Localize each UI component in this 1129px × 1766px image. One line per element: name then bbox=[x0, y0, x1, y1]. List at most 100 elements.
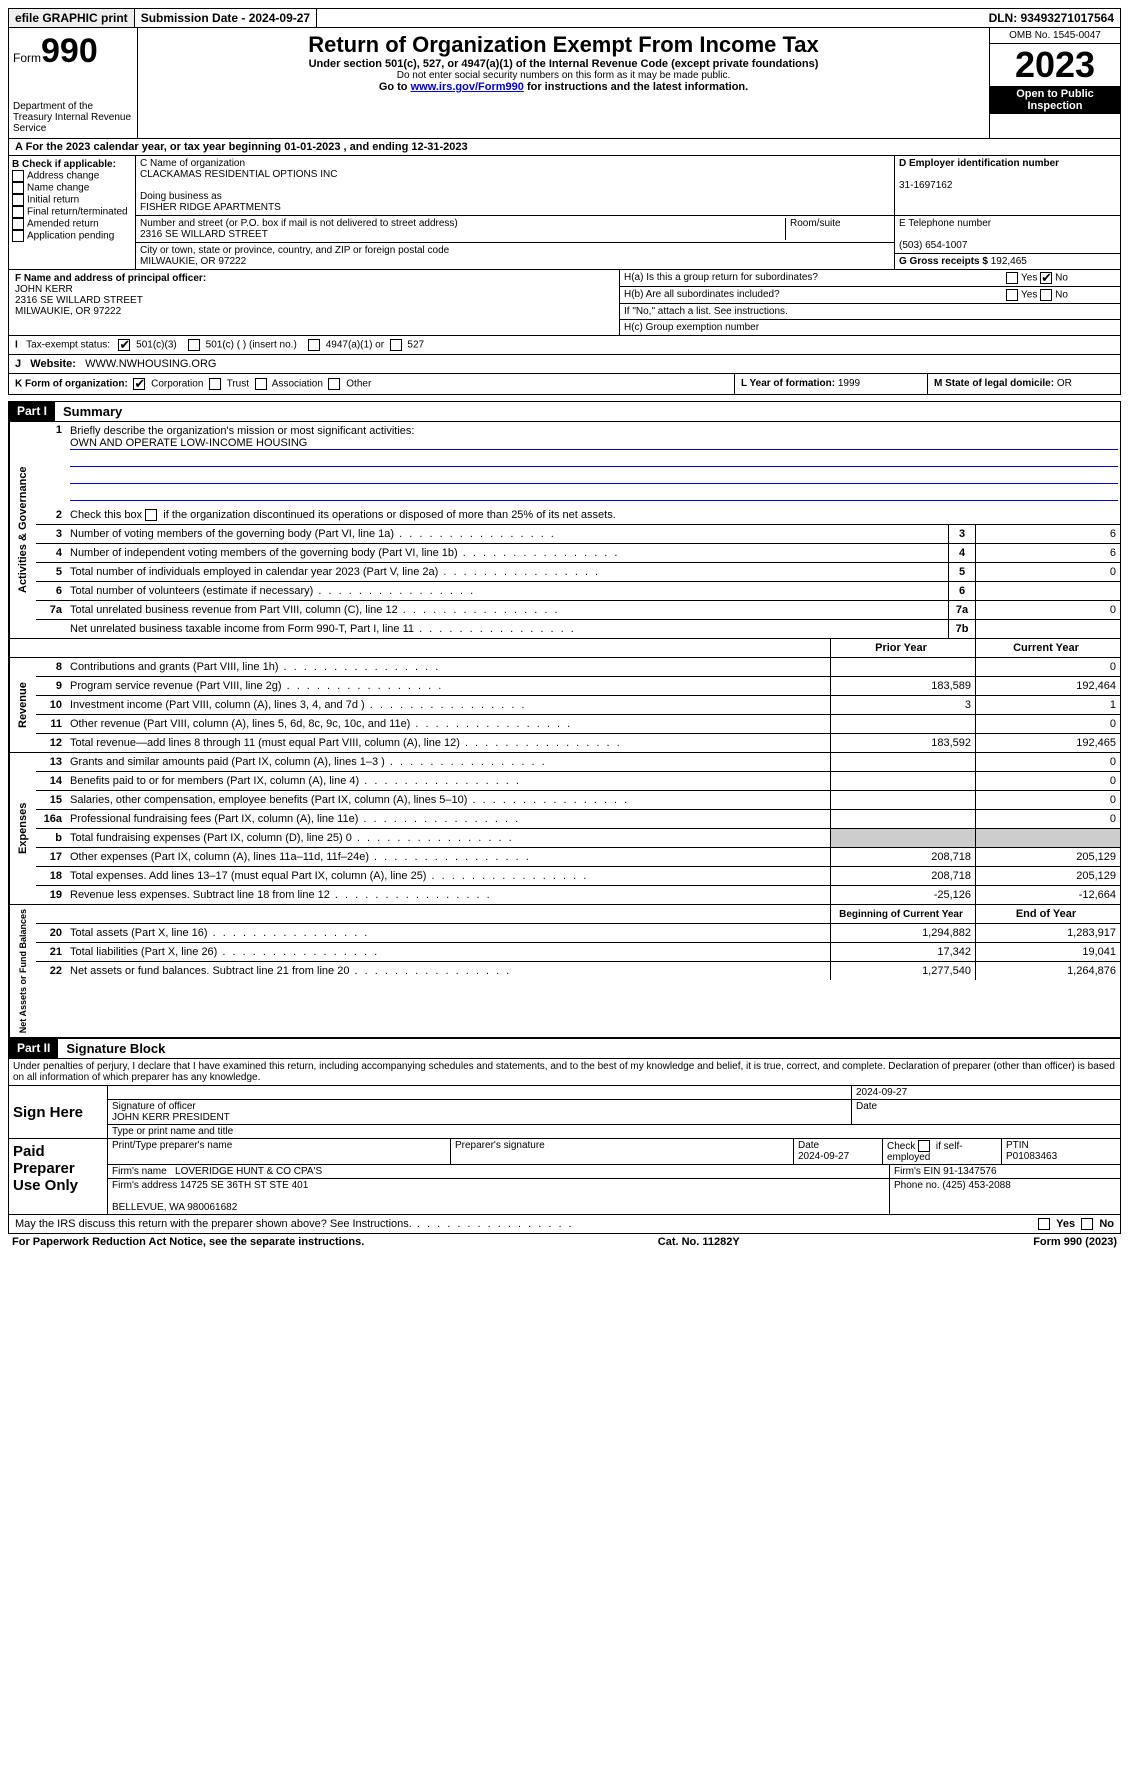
hb-label: H(b) Are all subordinates included? bbox=[620, 287, 1002, 303]
k-label: K Form of organization: bbox=[15, 379, 128, 390]
hb-no[interactable] bbox=[1040, 289, 1052, 301]
dept-label: Department of the Treasury Internal Reve… bbox=[13, 101, 133, 134]
room-label: Room/suite bbox=[790, 218, 841, 229]
sig-date-label: Date bbox=[856, 1101, 877, 1112]
preparer-sig-label: Preparer's signature bbox=[451, 1139, 794, 1164]
efile-label: efile GRAPHIC print bbox=[9, 9, 135, 27]
line2-label: Check this box if the organization disco… bbox=[70, 509, 616, 521]
check-discontinued[interactable] bbox=[145, 509, 157, 521]
street-label: Number and street (or P.O. box if mail i… bbox=[140, 218, 458, 229]
officer-label: F Name and address of principal officer: bbox=[15, 273, 206, 284]
tax-exempt-row: I Tax-exempt status: 501(c)(3) 501(c) ( … bbox=[8, 336, 1121, 355]
check-self-emp[interactable] bbox=[918, 1140, 930, 1152]
dln: DLN: 93493271017564 bbox=[983, 9, 1120, 27]
officer-name: JOHN KERR bbox=[15, 284, 73, 295]
check-501c3[interactable] bbox=[118, 339, 130, 351]
ha-yes[interactable] bbox=[1006, 272, 1018, 284]
col-prior: Prior Year bbox=[830, 639, 975, 657]
ptin-value: P01083463 bbox=[1006, 1151, 1057, 1162]
ein-value: 31-1697162 bbox=[899, 180, 952, 191]
firm-addr1: 14725 SE 36TH ST STE 401 bbox=[180, 1180, 308, 1191]
gov-block: Activities & Governance 1 Briefly descri… bbox=[8, 422, 1121, 639]
check-4947[interactable] bbox=[308, 339, 320, 351]
gross-receipts-value: 192,465 bbox=[991, 256, 1027, 267]
info-grid: B Check if applicable: Address change Na… bbox=[8, 156, 1121, 270]
sign-here-block: Sign Here 2024-09-27 Signature of office… bbox=[8, 1086, 1121, 1139]
form-word: Form bbox=[13, 51, 41, 65]
paid-preparer-label: Paid Preparer Use Only bbox=[9, 1139, 107, 1214]
check-assoc[interactable] bbox=[255, 378, 267, 390]
section-a-period: A For the 2023 calendar year, or tax yea… bbox=[8, 139, 1121, 156]
form-title: Return of Organization Exempt From Incom… bbox=[142, 32, 985, 58]
discuss-no[interactable] bbox=[1081, 1218, 1093, 1230]
m-label: M State of legal domicile: bbox=[934, 378, 1054, 389]
check-other[interactable] bbox=[328, 378, 340, 390]
officer-group-row: F Name and address of principal officer:… bbox=[8, 270, 1121, 336]
footer: For Paperwork Reduction Act Notice, see … bbox=[8, 1234, 1121, 1250]
ha-label: H(a) Is this a group return for subordin… bbox=[620, 270, 1002, 286]
self-emp-label: Check if self-employed bbox=[887, 1141, 963, 1163]
gross-receipts-label: G Gross receipts $ bbox=[899, 256, 988, 267]
submission-date: Submission Date - 2024-09-27 bbox=[135, 9, 317, 27]
perjury-decl: Under penalties of perjury, I declare th… bbox=[8, 1059, 1121, 1086]
line1-label: Briefly describe the organization's miss… bbox=[70, 425, 414, 437]
form-number: 990 bbox=[41, 32, 98, 70]
irs-link[interactable]: www.irs.gov/Form990 bbox=[411, 81, 524, 93]
check-corp[interactable] bbox=[133, 378, 145, 390]
rev-header-block: Prior Year Current Year bbox=[8, 639, 1121, 658]
l-value: 1999 bbox=[838, 378, 860, 389]
firm-ein: 91-1347576 bbox=[943, 1166, 996, 1177]
box-b-title: B Check if applicable: bbox=[12, 159, 116, 170]
website-row: J Website: WWW.NWHOUSING.ORG bbox=[8, 355, 1121, 374]
discuss-yes[interactable] bbox=[1038, 1218, 1050, 1230]
check-app-pending[interactable] bbox=[12, 230, 24, 242]
website-value: WWW.NWHOUSING.ORG bbox=[85, 358, 216, 370]
ein-label: D Employer identification number bbox=[899, 158, 1059, 169]
check-final-return[interactable] bbox=[12, 206, 24, 218]
part-i-title: Summary bbox=[55, 402, 130, 421]
form-header: Form990 Department of the Treasury Inter… bbox=[8, 28, 1121, 139]
discuss-row: May the IRS discuss this return with the… bbox=[8, 1215, 1121, 1234]
expenses-block: Expenses 13Grants and similar amounts pa… bbox=[8, 753, 1121, 905]
type-name-label: Type or print name and title bbox=[108, 1125, 1120, 1138]
dba-value: FISHER RIDGE APARTMENTS bbox=[140, 202, 281, 213]
officer-city: MILWAUKIE, OR 97222 bbox=[15, 306, 121, 317]
col-current: Current Year bbox=[975, 639, 1120, 657]
dba-label: Doing business as bbox=[140, 191, 222, 202]
street-value: 2316 SE WILLARD STREET bbox=[140, 229, 268, 240]
inspection-label: Open to Public Inspection bbox=[990, 86, 1120, 114]
omb-number: OMB No. 1545-0047 bbox=[990, 28, 1120, 44]
org-name-label: C Name of organization bbox=[140, 158, 245, 169]
col-end: End of Year bbox=[975, 905, 1120, 923]
vlabel-rev: Revenue bbox=[9, 658, 36, 752]
vlabel-exp: Expenses bbox=[9, 753, 36, 904]
sig-officer-label: Signature of officer bbox=[112, 1101, 196, 1112]
check-trust[interactable] bbox=[209, 378, 221, 390]
check-501c[interactable] bbox=[188, 339, 200, 351]
paid-preparer-block: Paid Preparer Use Only Print/Type prepar… bbox=[8, 1139, 1121, 1215]
hb-yes[interactable] bbox=[1006, 289, 1018, 301]
check-name-change[interactable] bbox=[12, 182, 24, 194]
check-527[interactable] bbox=[390, 339, 402, 351]
ssn-note: Do not enter social security numbers on … bbox=[142, 70, 985, 81]
firm-phone: (425) 453-2088 bbox=[942, 1180, 1010, 1191]
top-bar: efile GRAPHIC print Submission Date - 20… bbox=[8, 8, 1121, 28]
footer-left: For Paperwork Reduction Act Notice, see … bbox=[12, 1236, 364, 1248]
part-ii-title: Signature Block bbox=[58, 1039, 173, 1058]
mission-text: OWN AND OPERATE LOW-INCOME HOUSING bbox=[70, 437, 1118, 450]
print-name-label: Print/Type preparer's name bbox=[108, 1139, 451, 1164]
check-amended[interactable] bbox=[12, 218, 24, 230]
check-address-change[interactable] bbox=[12, 170, 24, 182]
hc-label: H(c) Group exemption number bbox=[620, 320, 763, 335]
part-i-header: Part I bbox=[9, 402, 55, 421]
goto-post: for instructions and the latest informat… bbox=[524, 81, 748, 93]
footer-mid: Cat. No. 11282Y bbox=[658, 1236, 740, 1248]
sign-date: 2024-09-27 bbox=[856, 1087, 907, 1098]
col-begin: Beginning of Current Year bbox=[830, 905, 975, 923]
ha-no[interactable] bbox=[1040, 272, 1052, 284]
klm-row: K Form of organization: Corporation Trus… bbox=[8, 374, 1121, 395]
revenue-block: Revenue 8Contributions and grants (Part … bbox=[8, 658, 1121, 753]
phone-label: E Telephone number bbox=[899, 218, 991, 229]
check-initial-return[interactable] bbox=[12, 194, 24, 206]
vlabel-gov: Activities & Governance bbox=[9, 422, 36, 638]
